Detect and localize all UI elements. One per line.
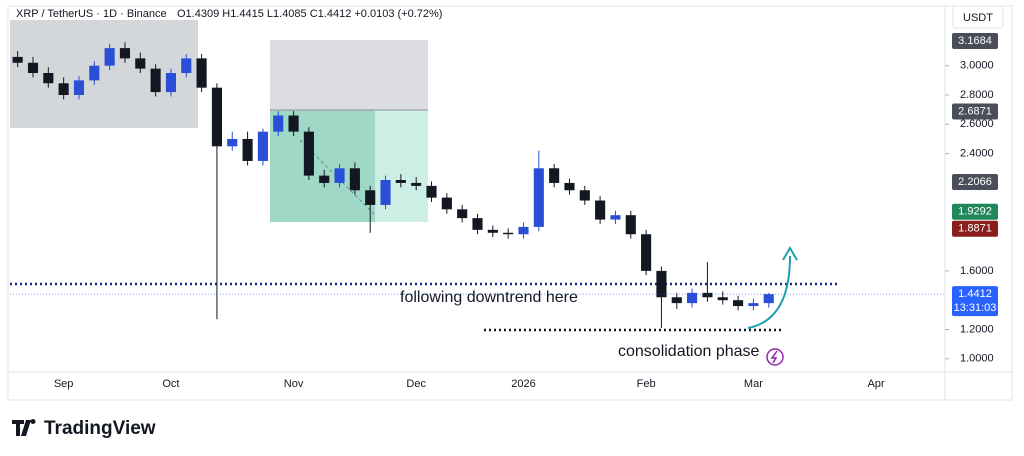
candle-body (733, 300, 744, 307)
candle-body (349, 168, 360, 191)
ohlc-readout: O1.4309 H1.4415 L1.4085 C1.4412 +0.0103 … (177, 8, 442, 20)
candle-body (702, 292, 713, 298)
candle-body (472, 218, 483, 230)
annotation: following downtrend here (400, 289, 578, 306)
candle-body (503, 232, 514, 235)
candle-body (165, 73, 177, 93)
candle-body (119, 48, 131, 59)
candle-body (748, 303, 759, 307)
price-tag (952, 286, 998, 317)
y-tick-label: 1.2000 (960, 323, 994, 335)
x-tick-label: Sep (54, 378, 74, 390)
candle-body (641, 234, 652, 271)
y-tick-label: 1.0000 (960, 353, 994, 365)
candle-body (211, 87, 222, 147)
x-tick-label: Oct (162, 378, 179, 390)
brand-logo (12, 418, 36, 436)
currency-label: USDT (963, 12, 993, 24)
breakout-arrow (747, 255, 791, 329)
candle-body (579, 190, 590, 201)
symbol-title: XRP / TetherUS · 1D · Binance (16, 8, 167, 20)
y-tick-label: 2.8000 (960, 89, 994, 101)
x-tick-label: Nov (284, 378, 304, 390)
candle-body (533, 168, 544, 227)
price-tag (952, 203, 998, 220)
candle-body (257, 131, 268, 161)
currency-button[interactable] (952, 5, 1004, 29)
y-tick-label: 2.4000 (960, 148, 994, 160)
candle-body (487, 229, 498, 233)
candle-body (104, 48, 115, 66)
x-tick-label: Dec (406, 378, 426, 390)
price-tag-label: 1.8871 (958, 223, 992, 235)
price-tag-label: 2.6871 (958, 105, 992, 117)
price-tag (952, 220, 998, 237)
candle-body (273, 115, 284, 132)
candle-body (12, 56, 23, 63)
candle-body (687, 292, 698, 304)
candle-body (671, 297, 682, 304)
candle-body (763, 294, 774, 304)
candle-body (303, 131, 314, 176)
candle-body (426, 185, 437, 198)
countdown: 13:31:03 (954, 302, 997, 314)
arrow-head (782, 246, 798, 261)
candle-body (27, 62, 39, 74)
candle-body (380, 180, 391, 205)
candle-body (196, 58, 207, 88)
candle-body (625, 215, 636, 235)
stop-zone (270, 40, 428, 110)
candle-body (150, 68, 161, 93)
candle-body (58, 83, 69, 96)
candle-body (242, 138, 253, 161)
candle-body (395, 180, 406, 183)
candle-body (610, 215, 621, 220)
x-tick-label: Mar (744, 378, 763, 390)
price-tag (952, 103, 998, 120)
candle-body (457, 209, 468, 219)
candle-body (564, 182, 575, 191)
candle-body (595, 200, 606, 220)
candle-body (73, 80, 85, 96)
price-tag-label: 1.9292 (958, 206, 992, 218)
annotation: consolidation phase (618, 343, 760, 360)
candle-body (334, 168, 345, 183)
candle-body (717, 297, 728, 301)
price-tag-label: 3.1684 (958, 35, 992, 47)
candle-body (441, 197, 452, 210)
target-zone (270, 110, 375, 222)
candle-body (656, 270, 667, 298)
alert-bolt (770, 350, 778, 364)
alert-icon[interactable] (766, 348, 784, 366)
price-tag (952, 33, 998, 50)
candle-body (89, 65, 100, 81)
y-tick-label: 3.0000 (960, 60, 994, 72)
x-tick-label: Feb (637, 378, 656, 390)
candle-body (288, 115, 299, 132)
candle-body (135, 58, 146, 69)
candle-body (549, 168, 560, 183)
target-zone-light (375, 110, 428, 222)
price-tag-label: 1.4412 (958, 288, 992, 300)
y-tick-label: 2.6000 (960, 118, 994, 130)
x-tick-label: 2026 (511, 378, 535, 390)
brand-name: TradingView (44, 418, 156, 439)
candle-body (365, 190, 376, 205)
candle-body (227, 138, 238, 147)
x-tick-label: Apr (867, 378, 884, 390)
price-tag (952, 173, 998, 190)
candle-body (411, 182, 422, 186)
candle-body (43, 73, 54, 84)
candle-body (518, 226, 529, 235)
price-tag-label: 2.2066 (958, 176, 992, 188)
candle-body (319, 175, 330, 183)
candle-body (181, 58, 192, 74)
y-tick-label: 1.6000 (960, 265, 994, 277)
